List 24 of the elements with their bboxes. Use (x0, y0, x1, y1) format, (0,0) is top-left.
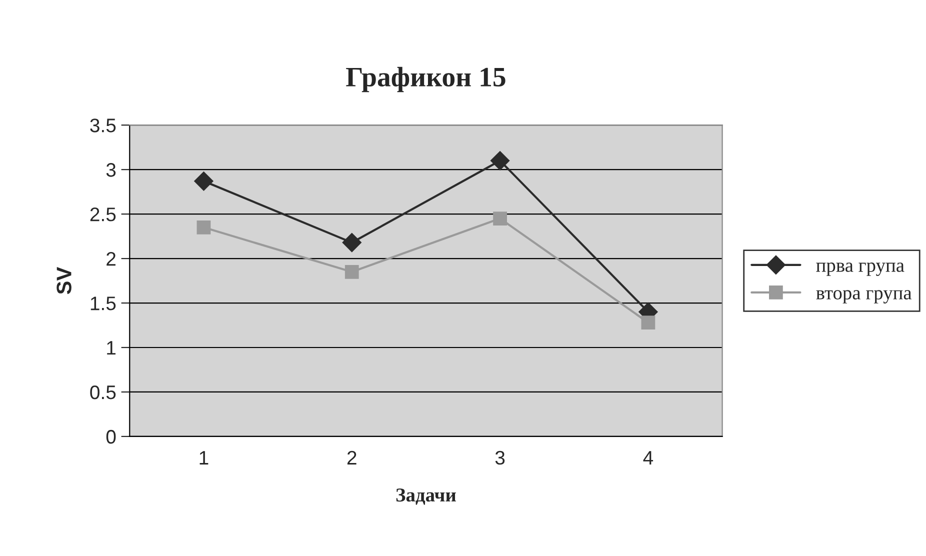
y-tick-label: 3 (106, 163, 116, 177)
point (490, 151, 510, 170)
x-tick-label: 2 (347, 450, 356, 464)
point (493, 212, 507, 226)
legend-label: прва група (816, 262, 904, 276)
point (342, 232, 362, 252)
y-tick-label: 1.5 (90, 296, 116, 310)
point (641, 316, 656, 330)
x-tick-label: 1 (200, 451, 208, 464)
legend-label: втора група (816, 290, 912, 304)
point (344, 264, 359, 279)
x-axis-title: Задачи (396, 488, 456, 505)
chart-title: Графикон 15 (346, 66, 506, 92)
point (196, 220, 211, 234)
x-tick-label: 4 (643, 451, 654, 464)
y-tick-label: 0.5 (90, 385, 116, 400)
y-tick-label: 2 (106, 252, 116, 266)
x-tick-label: 3 (495, 450, 505, 465)
point (194, 172, 214, 191)
y-tick-label: 1 (107, 341, 116, 355)
y-axis-title: SV (56, 267, 72, 294)
y-tick-label: 0 (106, 430, 116, 444)
y-tick-label: 2.5 (90, 208, 116, 222)
y-tick-label: 3.5 (90, 118, 116, 132)
